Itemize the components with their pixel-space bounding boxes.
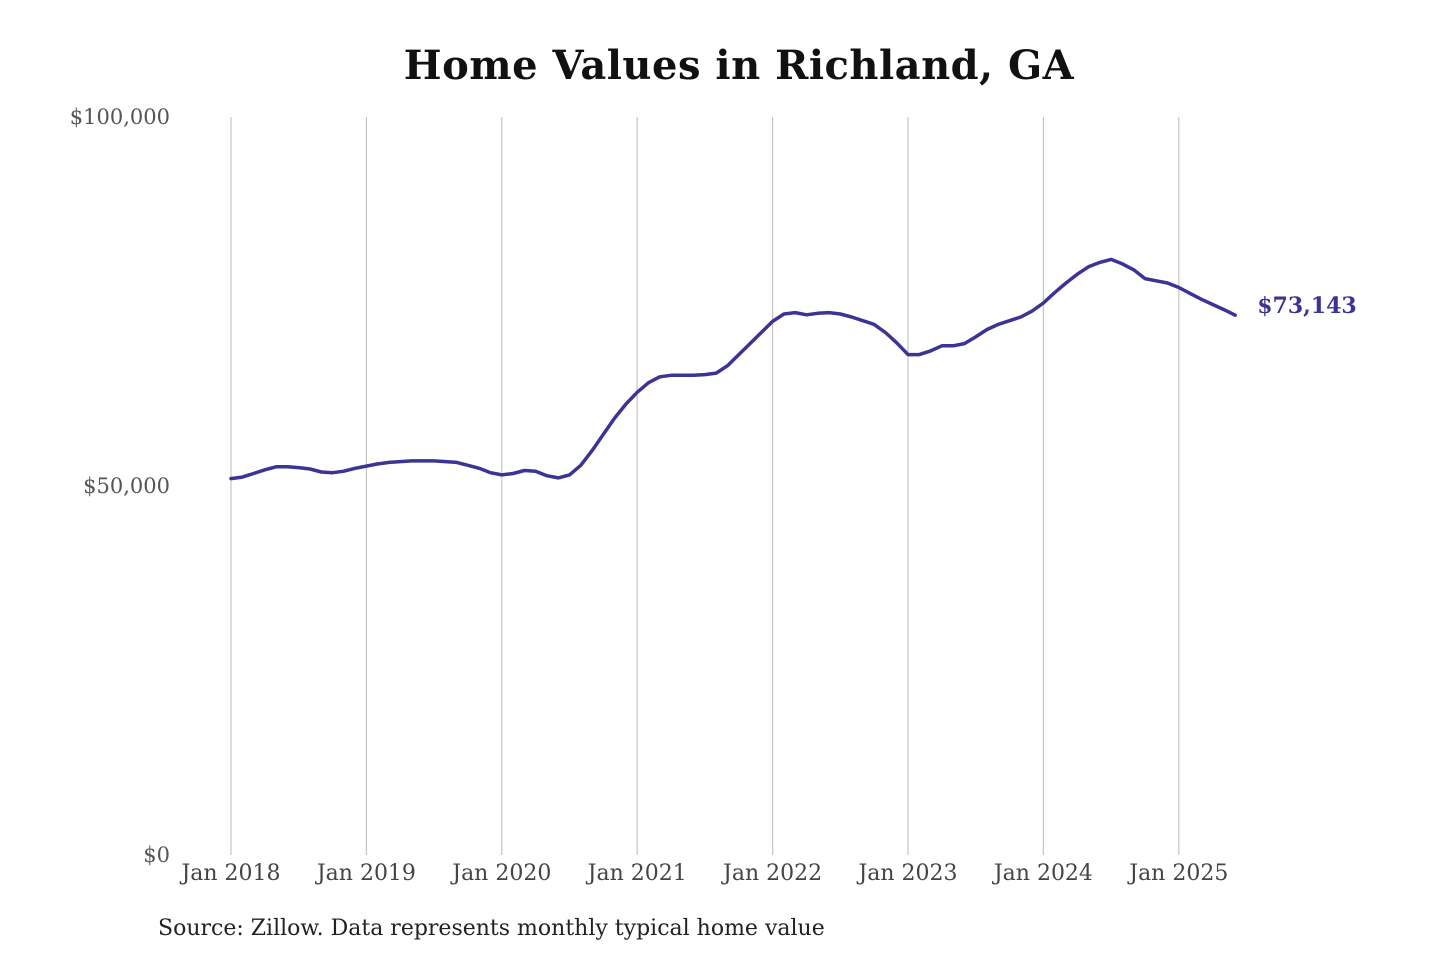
x-tick-label: Jan 2023 [856, 861, 957, 886]
latest-value-label: $73,143 [1257, 293, 1357, 319]
x-tick-label: Jan 2019 [315, 861, 416, 886]
x-tick-label: Jan 2025 [1127, 861, 1228, 886]
x-tick-label: Jan 2020 [450, 861, 551, 886]
x-tick-label: Jan 2024 [992, 861, 1093, 886]
x-tick-label: Jan 2022 [721, 861, 822, 886]
y-tick-label: $50,000 [83, 474, 170, 498]
home-value-series-line [229, 257, 1237, 481]
x-tick-label: Jan 2018 [179, 861, 280, 886]
y-tick-label: $0 [143, 843, 170, 867]
y-axis-tick-labels: $0 $50,000 $100,000 [70, 105, 170, 867]
source-note: Source: Zillow. Data represents monthly … [158, 916, 825, 941]
x-axis-tick-labels: Jan 2018 Jan 2019 Jan 2020 Jan 2021 Jan 2022… [179, 861, 1228, 886]
chart-title: Home Values in Richland, GA [403, 42, 1075, 89]
x-tick-label: Jan 2021 [586, 861, 687, 886]
y-tick-label: $100,000 [70, 105, 170, 129]
vertical-gridlines [230, 117, 1180, 855]
